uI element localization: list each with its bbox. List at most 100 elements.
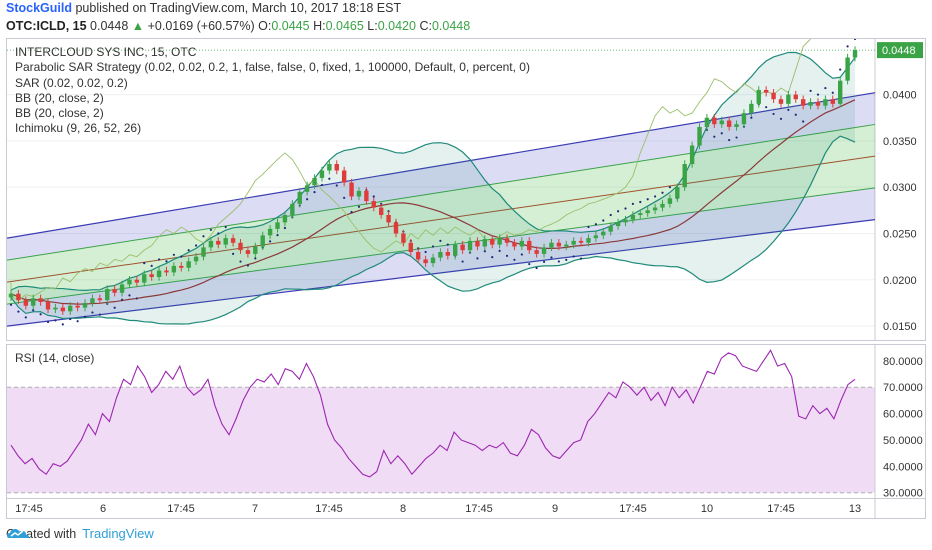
sar-dot [91,311,94,314]
sar-dot [639,200,642,204]
sar-dot [9,303,13,306]
candle-body [689,145,695,165]
last-price: 0.0448 [90,19,129,33]
candle-body [171,265,177,273]
candle-body [378,207,384,215]
sar-dot [246,264,250,267]
sar-dot [550,256,553,259]
sar-dot [668,186,672,189]
price-panel[interactable]: 0.0400 0.0350 0.0300 0.0250 0.0200 0.0150 0.04… [6,38,926,341]
sar-dot [120,298,124,301]
candle-body [630,214,636,220]
sar-dot [809,89,812,92]
sar-dot [528,262,531,266]
bollinger-fill [11,52,855,324]
time-tick-label: 17:45 [465,503,493,515]
rsi-chart[interactable]: 80.0000 70.0000 60.0000 50.0000 40.0000 30.00… [7,345,925,498]
sar-dot [424,250,427,254]
last-price-badge: 0.0448 [882,45,916,57]
sar-dot [172,253,175,256]
sar-dot [76,320,79,323]
sar-dot [283,226,287,230]
candle-body [334,164,339,171]
sar-dot [772,112,775,116]
sar-dot [187,249,190,252]
channel-upper-line [7,92,876,239]
time-axis-ticks: 17:45 6 17:45 7 17:45 8 17:45 9 17:45 10 17:45 13 [15,499,876,518]
sar-dot [461,260,464,263]
sar-dot [542,260,546,263]
tradingview-brand[interactable]: TradingView [82,526,154,541]
candle-body [53,307,58,310]
sar-dot [202,235,205,238]
sar-dot [276,234,279,237]
channel-quartile-lower [7,187,876,305]
sar-dot [306,198,309,201]
candle-body [741,113,747,125]
candle-body [119,284,125,293]
sar-dot [624,207,627,210]
candle-body [112,289,117,293]
change-up-icon: ▲ [131,19,145,33]
candle-body [578,240,584,243]
candle-body [134,279,140,283]
sar-dot [180,255,183,258]
time-tick-label: 7 [252,503,258,515]
candle-body [852,50,858,58]
sar-dot [520,253,523,256]
candle-body [127,279,132,285]
candle-body [534,250,539,254]
candle-body [837,80,843,104]
sar-dot [24,316,27,319]
candle-body [16,293,21,301]
sar-dot [335,184,338,187]
sar-dot [794,113,797,116]
sar-dot [513,258,516,261]
sar-dot [54,319,57,322]
candle-body [275,222,280,229]
time-tick-label: 6 [100,503,106,515]
close-label: C: [419,19,432,33]
candle-body [31,298,36,306]
sar-dot [417,247,420,250]
sar-dot [587,225,590,229]
candle-body [712,117,717,125]
rsi-tick-label: 80.0000 [883,356,923,368]
candle-body [415,252,421,260]
candle-body [156,270,162,278]
candle-body [682,164,687,188]
candle-body [401,233,406,243]
candle-body [601,231,606,236]
rsi-tick-label: 50.0000 [883,435,923,447]
candle-body [290,203,295,215]
candle-body [208,240,214,248]
candle-body [245,250,251,254]
price-chart[interactable]: 0.0400 0.0350 0.0300 0.0250 0.0200 0.0150 0.04… [7,39,925,340]
legend-ichimoku: Ichimoku (9, 26, 52, 26) [15,121,142,136]
candle-body [430,257,436,264]
rsi-legend: RSI (14, close) [15,351,95,365]
candle-body [571,240,576,245]
rsi-panel[interactable]: 80.0000 70.0000 60.0000 50.0000 40.0000 30.00… [6,344,926,499]
candle-body [645,210,650,214]
candle-body [527,240,532,251]
sar-dot [209,228,212,231]
candle-body [356,190,362,197]
candle-body [497,238,502,245]
sar-dot [239,260,242,263]
candle-body [756,89,761,104]
candle-body [393,222,399,234]
time-axis[interactable]: 17:45 6 17:45 7 17:45 8 17:45 9 17:45 10 17:45 13 [6,499,926,519]
author-link[interactable]: StockGuild [6,1,72,15]
candle-body [38,298,43,303]
candle-body [778,99,784,104]
candle-body [90,298,95,303]
sar-dot [802,120,805,123]
legend-sar: SAR (0.02, 0.02, 0.2) [15,75,128,90]
sar-dot [431,245,435,248]
candle-body [423,259,428,264]
sar-dot [631,202,634,205]
price-tick-label: 0.0300 [883,182,917,194]
sar-dot [232,252,235,255]
rsi-band [7,387,875,493]
